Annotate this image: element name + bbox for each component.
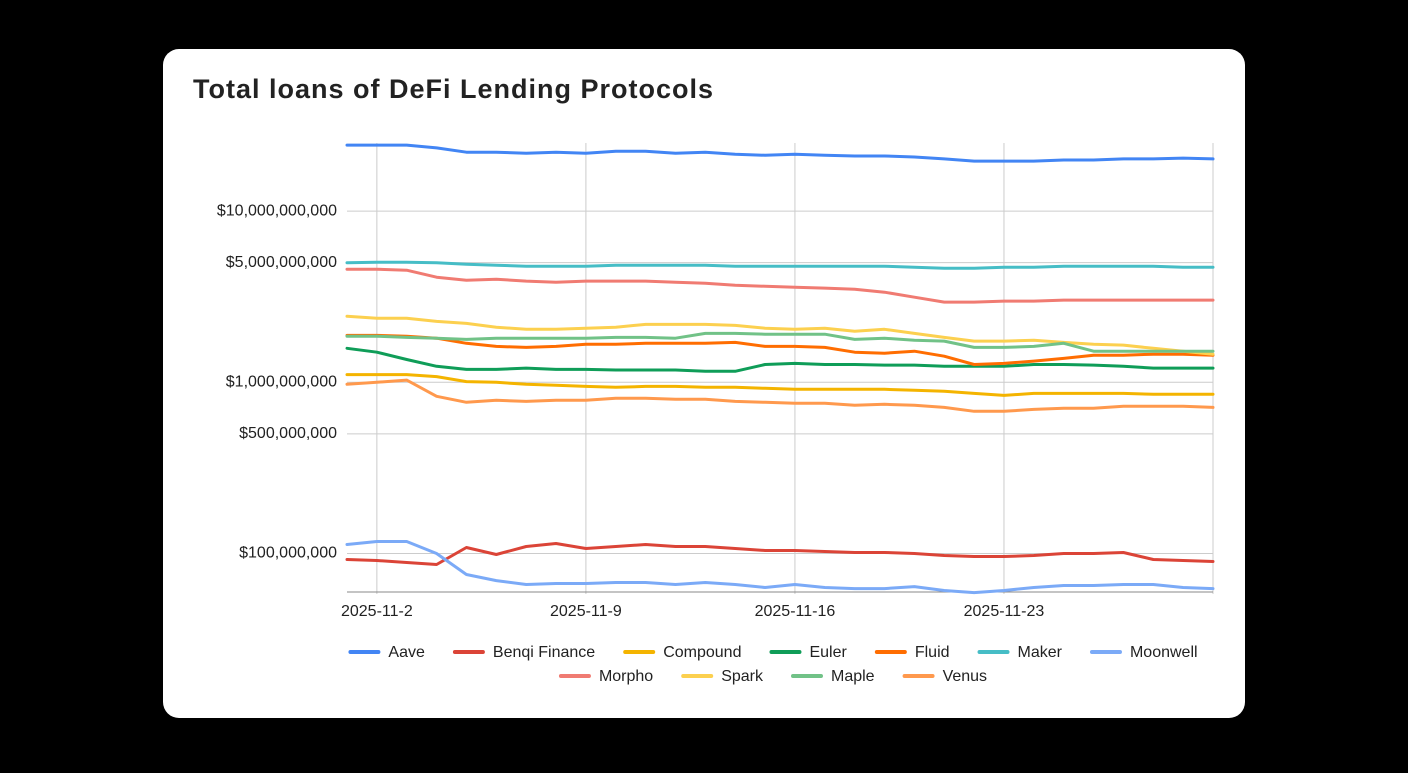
legend-item: Fluid	[874, 644, 950, 661]
series-line	[345, 314, 1215, 356]
x-tick-label: 2025-11-9	[550, 603, 622, 620]
legend-label: Maker	[1018, 644, 1063, 661]
legend-item: Moonwell	[1089, 644, 1198, 661]
legend-item: Euler	[769, 644, 848, 661]
chart-title: Total loans of DeFi Lending Protocols	[193, 74, 714, 104]
series-line	[345, 260, 1215, 270]
series-line	[345, 373, 1215, 397]
series-line	[345, 333, 1215, 366]
series-line	[345, 542, 1215, 566]
legend-label: Fluid	[915, 644, 950, 661]
legend-item: Compound	[623, 644, 741, 661]
series-line	[345, 331, 1215, 353]
legend-item: Benqi Finance	[452, 644, 595, 661]
series-line	[345, 378, 1215, 413]
y-tick-label: $100,000,000	[239, 545, 337, 562]
legend-label: Compound	[663, 644, 741, 661]
x-tick-label: 2025-11-23	[964, 603, 1045, 620]
x-tick-label: 2025-11-2	[341, 603, 413, 620]
y-tick-label: $500,000,000	[239, 425, 337, 442]
legend-label: Euler	[809, 644, 847, 661]
legend-item: Maker	[977, 644, 1063, 661]
y-tick-label: $5,000,000,000	[226, 254, 337, 271]
legend-item: Morpho	[558, 668, 653, 685]
legend-item: Aave	[348, 644, 425, 661]
series-line	[345, 143, 1215, 163]
legend-item: Maple	[790, 668, 875, 685]
legend-label: Spark	[721, 668, 764, 685]
y-tick-label: $10,000,000,000	[217, 202, 337, 219]
legend-label: Morpho	[599, 668, 653, 685]
legend-label: Benqi Finance	[493, 644, 595, 661]
legend-item: Venus	[902, 668, 987, 685]
legend-item: Spark	[681, 668, 764, 685]
legend-label: Aave	[388, 644, 425, 661]
series-line	[345, 267, 1215, 304]
legend-label: Venus	[943, 668, 987, 685]
y-tick-label: $1,000,000,000	[226, 374, 337, 391]
legend-label: Maple	[831, 668, 875, 685]
series-line	[345, 540, 1215, 595]
legend-label: Moonwell	[1130, 644, 1198, 661]
series-line	[345, 346, 1215, 373]
x-tick-label: 2025-11-16	[755, 603, 836, 620]
